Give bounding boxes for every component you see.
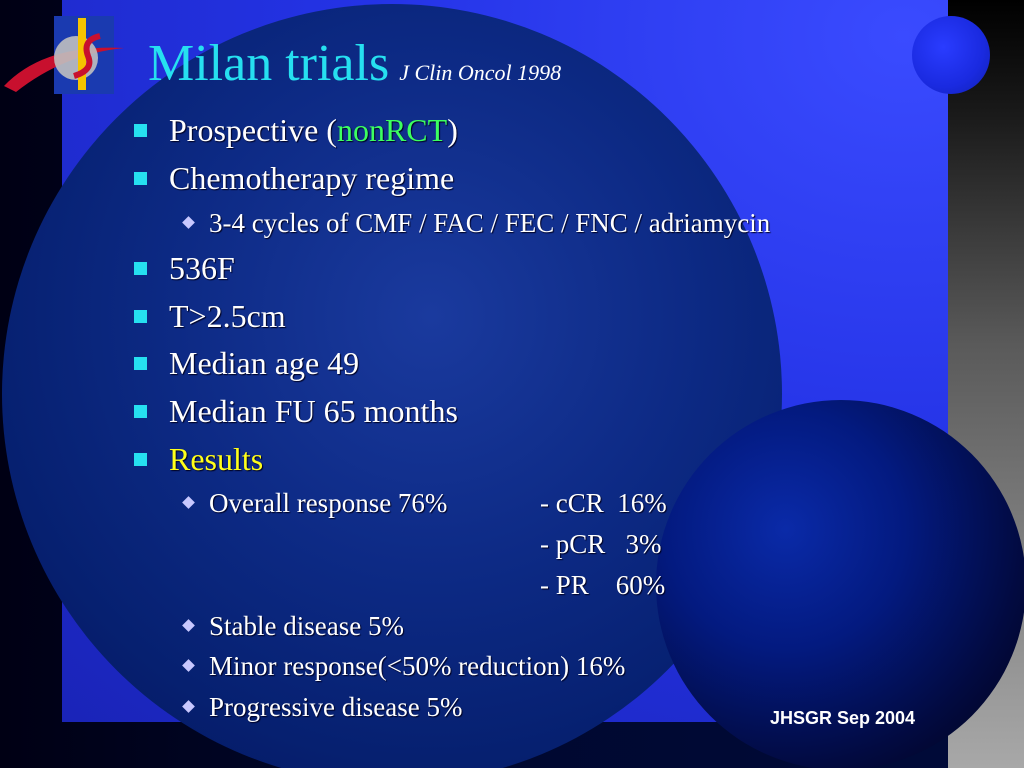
bullet-chemotherapy: Chemotherapy regime (134, 160, 454, 197)
sub-bullet-overall-response: Overall response 76% (182, 488, 448, 519)
sub-bullet-text: Stable disease 5% (209, 611, 404, 641)
sub-bullet-cycles: 3-4 cycles of CMF / FAC / FEC / FNC / ad… (182, 208, 771, 239)
bullet-text: Median FU 65 months (169, 393, 458, 429)
bullet-highlight: nonRCT (336, 112, 448, 148)
bullet-square-icon (134, 172, 147, 186)
bullet-text: ) (447, 112, 458, 148)
diamond-bullet-icon (182, 619, 195, 633)
bullet-square-icon (134, 262, 147, 276)
bullet-text: T>2.5cm (169, 298, 286, 334)
footer-text: JHSGR Sep 2004 (770, 708, 916, 728)
title-reference: J Clin Oncol 1998 (399, 60, 562, 85)
sub-bullet-text: Overall response 76% (209, 488, 448, 518)
bullet-536f: 536F (134, 250, 235, 287)
bullet-median-fu: Median FU 65 months (134, 393, 458, 430)
bullet-median-age: Median age 49 (134, 345, 359, 382)
title-main: Milan trials (148, 35, 390, 92)
diamond-bullet-icon (182, 659, 195, 673)
bullet-results: Results (134, 441, 263, 478)
sub-bullet-stable: Stable disease 5% (182, 611, 404, 642)
slide-title: Milan trials J Clin Oncol 1998 (148, 38, 561, 90)
small-decorative-circle (912, 16, 990, 94)
bullet-square-icon (134, 405, 147, 419)
sub-bullet-text: Minor response(<50% reduction) 16% (209, 651, 626, 681)
bullet-square-icon (134, 453, 147, 467)
bullet-text: Chemotherapy regime (169, 160, 455, 196)
bullet-text: 536F (169, 250, 235, 286)
response-pr: - PR 60% (540, 570, 666, 600)
sub-bullet-minor: Minor response(<50% reduction) 16% (182, 651, 626, 682)
bullet-square-icon (134, 124, 147, 138)
bullet-square-icon (134, 310, 147, 324)
bullet-tumor-size: T>2.5cm (134, 298, 286, 335)
sub-bullet-text: 3-4 cycles of CMF / FAC / FEC / FNC / ad… (209, 208, 771, 238)
bullet-text: Median age 49 (169, 345, 360, 381)
logo-icon (4, 16, 124, 94)
bullet-square-icon (134, 357, 147, 371)
bullet-text: Prospective ( (169, 112, 337, 148)
sub-bullet-progressive: Progressive disease 5% (182, 692, 463, 723)
response-ccr: - cCR 16% (540, 488, 667, 518)
large-background-circle (2, 4, 782, 768)
diamond-bullet-icon (182, 496, 195, 510)
sub-bullet-text: Progressive disease 5% (209, 692, 463, 722)
diamond-bullet-icon (182, 700, 195, 714)
diamond-bullet-icon (182, 216, 195, 230)
bullet-text: Results (169, 441, 264, 477)
dark-decorative-circle (656, 400, 1024, 768)
bullet-prospective: Prospective (nonRCT) (134, 112, 458, 149)
response-pcr: - pCR 3% (540, 529, 662, 559)
